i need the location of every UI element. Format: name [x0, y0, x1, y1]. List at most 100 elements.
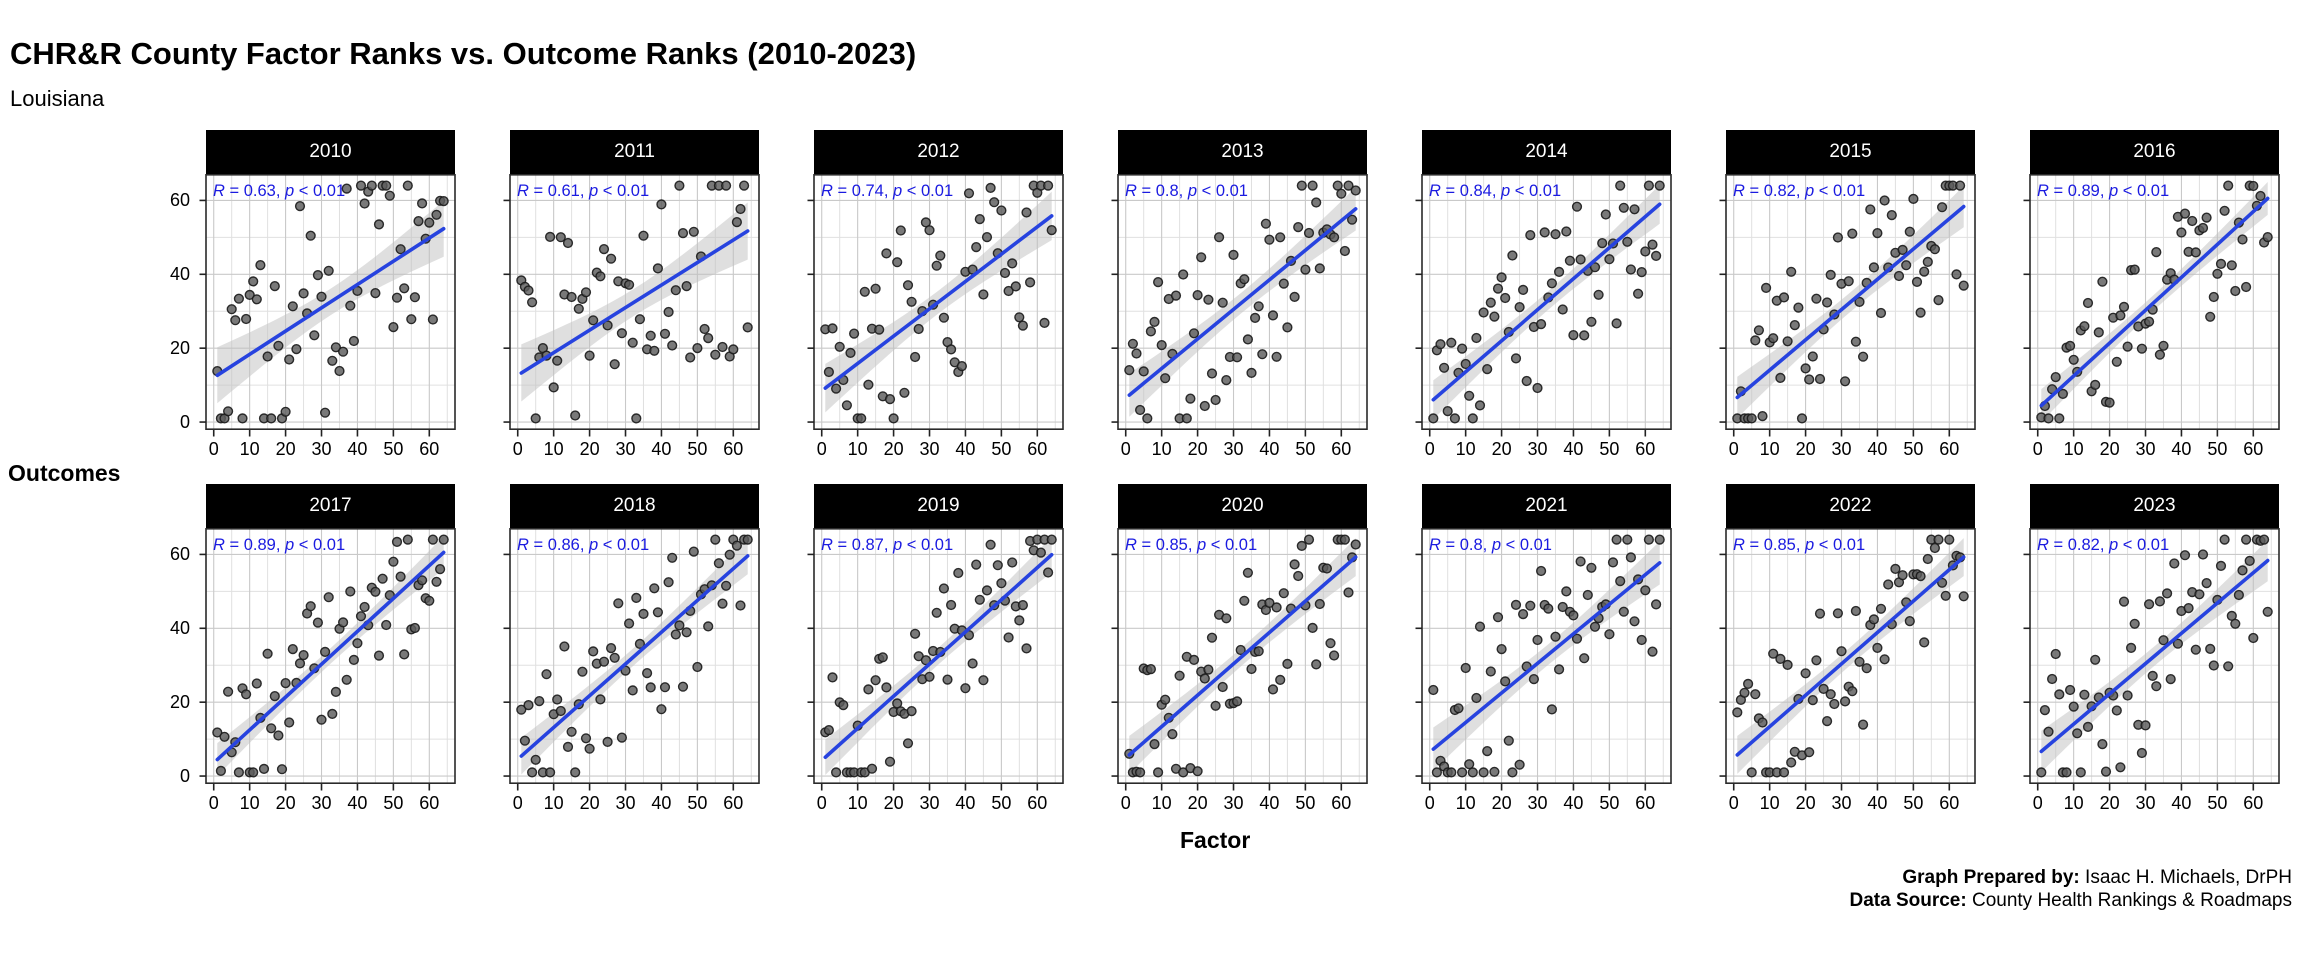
data-point — [1908, 193, 1919, 205]
x-tick-label: 40 — [1563, 793, 1583, 813]
panel-border — [2029, 174, 2280, 430]
data-point — [2064, 684, 2076, 696]
x-tick-label: 60 — [723, 439, 743, 459]
data-point — [1221, 375, 1232, 386]
data-point — [605, 642, 617, 654]
data-point — [1532, 634, 1543, 646]
data-point — [2050, 372, 2061, 383]
data-point — [1196, 252, 1207, 263]
correlation-stat: R = 0.63, p < 0.01 — [213, 182, 345, 200]
data-point — [1046, 534, 1057, 545]
x-tick-label: 10 — [1760, 793, 1780, 813]
x-axis-title: Factor — [1180, 827, 1251, 853]
data-point — [273, 340, 284, 351]
data-point — [1521, 375, 1532, 387]
x-tick-label: 50 — [383, 793, 403, 813]
data-point — [2237, 565, 2248, 576]
data-point — [2190, 247, 2201, 258]
data-point — [1561, 226, 1572, 237]
data-point — [1535, 565, 1547, 577]
data-point — [1296, 180, 1307, 191]
data-point — [1456, 767, 1468, 778]
data-point — [884, 394, 896, 405]
data-point — [1014, 312, 1025, 323]
data-point — [881, 248, 892, 259]
data-point — [1478, 307, 1489, 318]
data-point — [1282, 322, 1293, 333]
x-tick-label: 0 — [209, 439, 219, 459]
x-tick-label: 10 — [1760, 439, 1780, 459]
data-point — [244, 289, 255, 301]
data-point — [1503, 735, 1514, 746]
data-point — [1796, 413, 1808, 424]
data-point — [645, 682, 656, 693]
data-point — [548, 382, 559, 393]
y-tick-label: 60 — [169, 190, 190, 211]
data-point — [1239, 595, 1250, 606]
data-point — [544, 231, 556, 243]
x-tick-label: 40 — [955, 793, 975, 813]
data-point — [570, 767, 581, 778]
data-point — [2172, 638, 2184, 649]
data-point — [1021, 207, 1032, 218]
data-point — [613, 598, 624, 609]
data-point — [1035, 547, 1047, 558]
data-point — [1253, 646, 1264, 657]
scatter-panel-2011: 0 10 20 30 40 50 60 R = 0.61, p < 0.01 — [503, 174, 760, 459]
data-point — [2201, 577, 2212, 589]
data-point — [688, 546, 699, 557]
scatter-panel-2014: 0 10 20 30 40 50 60 R = 0.84, p < 0.01 — [1415, 174, 1672, 459]
data-point — [870, 675, 881, 686]
x-tick-label: 20 — [884, 439, 904, 459]
data-point — [355, 180, 367, 191]
data-point — [1640, 585, 1651, 596]
correlation-stat: R = 0.8, p < 0.01 — [1125, 182, 1248, 200]
data-point — [1474, 400, 1486, 411]
data-point — [856, 413, 867, 424]
data-point — [1003, 285, 1014, 297]
data-point — [1343, 587, 1354, 598]
data-point — [1618, 606, 1629, 617]
data-point — [1589, 262, 1601, 273]
data-point — [2125, 642, 2137, 654]
data-point — [838, 700, 849, 711]
data-point — [1643, 180, 1655, 191]
x-tick-label: 50 — [687, 439, 707, 459]
x-tick-label: 10 — [1456, 439, 1476, 459]
data-point — [609, 359, 620, 370]
x-tick-label: 30 — [616, 793, 636, 813]
x-tick-label: 30 — [1832, 793, 1852, 813]
scatter-panel-2018: 0 10 20 30 40 50 60 R = 0.86, p < 0.01 — [503, 528, 760, 813]
data-point — [355, 611, 367, 622]
data-point — [724, 549, 735, 560]
data-point — [924, 225, 935, 236]
x-tick-label: 50 — [1599, 439, 1619, 459]
x-tick-label: 0 — [1425, 439, 1435, 459]
data-point — [1554, 664, 1565, 675]
facet-2019: 2019 0 10 20 30 40 50 60 R = 0.87, p < 0.01 — [806, 484, 1064, 817]
data-point — [1017, 599, 1029, 611]
data-point — [1496, 272, 1507, 283]
data-point — [1453, 703, 1464, 714]
data-point — [402, 180, 413, 191]
data-point — [1836, 646, 1847, 657]
data-point — [1829, 698, 1840, 710]
x-tick-label: 0 — [2033, 793, 2043, 813]
x-tick-label: 50 — [1903, 439, 1923, 459]
data-point — [1449, 413, 1461, 424]
data-point — [1474, 621, 1486, 632]
data-point — [1611, 534, 1622, 545]
data-point — [552, 355, 563, 366]
data-point — [269, 691, 280, 702]
data-point — [2043, 413, 2054, 424]
data-point — [2039, 705, 2051, 716]
data-point — [946, 599, 957, 611]
data-point — [516, 704, 527, 715]
data-point — [1264, 234, 1275, 245]
data-point — [1464, 390, 1475, 401]
data-point — [1007, 557, 1018, 568]
data-point — [395, 571, 406, 582]
data-point — [631, 413, 642, 424]
data-point — [1550, 631, 1561, 642]
trend-line — [1431, 561, 1662, 751]
